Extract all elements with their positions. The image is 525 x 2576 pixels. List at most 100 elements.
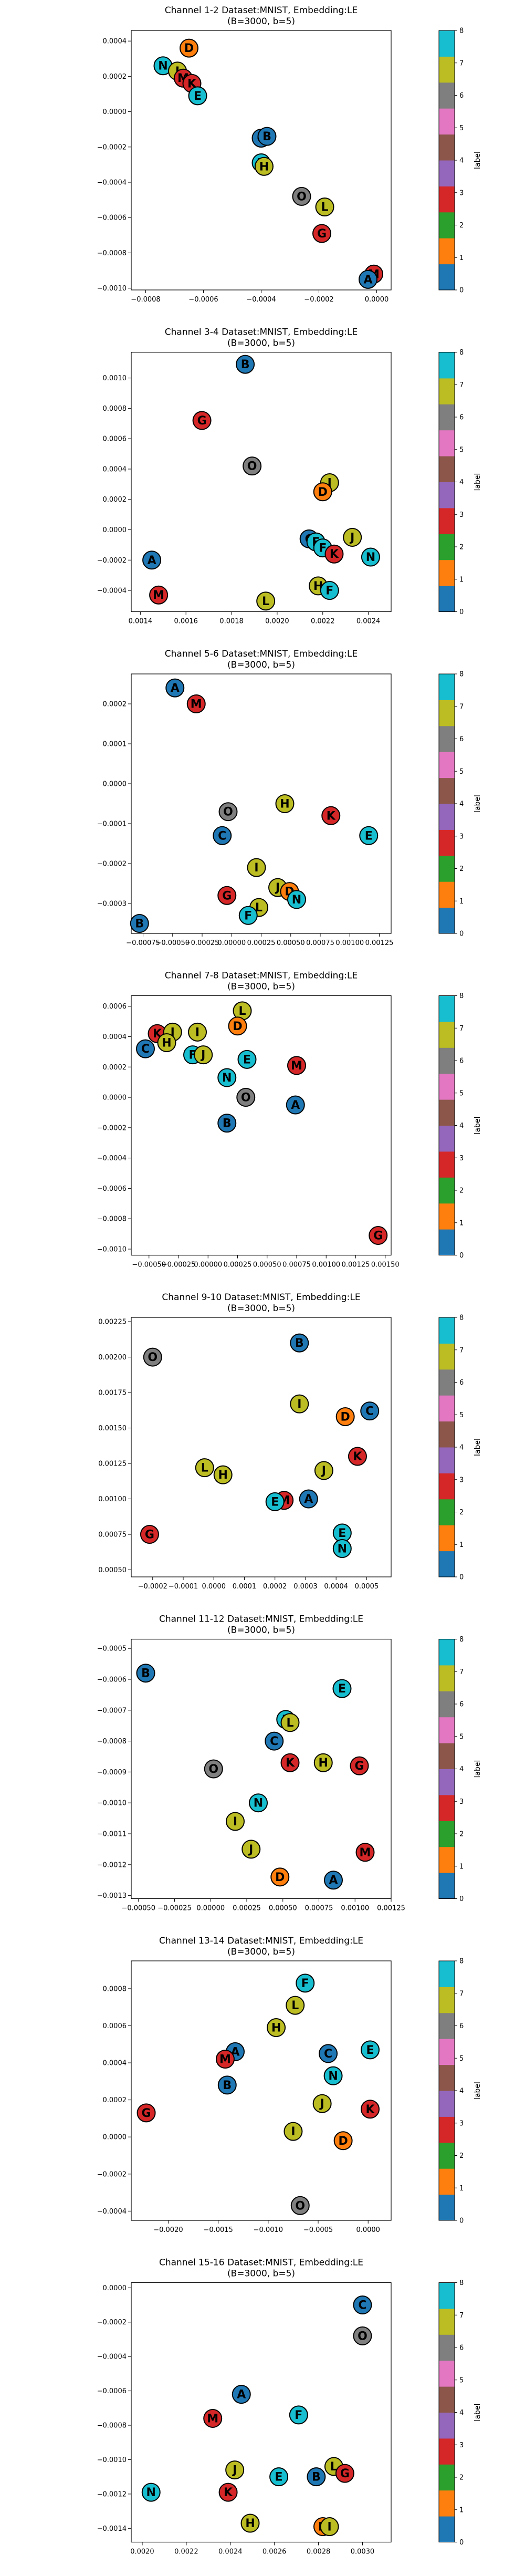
point-label: B [223,1117,232,1130]
point-marker [188,1022,207,1042]
point-marker [292,186,311,206]
colorbar-tick-label: 4 [459,1765,464,1773]
colorbar-tick-label: 0 [459,2217,464,2225]
point-marker [275,794,295,813]
chart-panel-3: Channel 5-6 Dataset:MNIST, Embedding:LE(… [97,649,482,947]
chart-title: Channel 3-4 Dataset:MNIST, Embedding:LE [165,327,358,338]
point-label: K [330,548,339,561]
chart-panel-4: Channel 7-8 Dataset:MNIST, Embedding:LE(… [97,971,482,1269]
x-tick-label: 0.00000 [194,1261,222,1269]
colorbar-tick-label: 6 [459,2344,464,2352]
colorbar-segment [439,1794,455,1821]
chart-panel-5: Channel 9-10 Dataset:MNIST, Embedding:LE… [98,1292,482,1591]
y-tick-label: 0.0006 [103,2022,127,2030]
point-label: A [148,554,156,567]
point-label: G [142,2107,151,2120]
x-tick-label: −0.00025 [185,939,219,947]
point-marker [270,1867,290,1887]
x-tick-label: −0.0005 [303,2226,333,2234]
y-tick-label: 0.0010 [103,375,127,382]
y-tick-label: −0.0004 [97,2208,127,2216]
point-marker [265,1731,284,1751]
point-marker [143,1347,162,1367]
point-marker [186,694,206,713]
point-marker [215,2050,235,2069]
x-tick-label: 0.0018 [219,618,244,626]
colorbar-segment [439,1743,455,1769]
colorbar-tick-label: 1 [459,2185,464,2193]
y-tick-label: −0.0013 [97,1892,127,1900]
point-label: L [201,1462,208,1475]
point-label: C [270,1735,278,1748]
colorbar: 0 1 2 3 4 5 6 7 8 label [438,671,482,938]
point-label: O [295,2199,305,2213]
point-label: I [291,2125,295,2138]
colorbar-segment [439,2091,455,2117]
y-tick-label: −0.0006 [97,1676,127,1684]
point-marker [195,1458,214,1478]
y-tick-label: −0.0010 [97,1245,127,1253]
chart-panel-6: Channel 11-12 Dataset:MNIST, Embedding:L… [97,1614,482,1913]
x-tick-label: −0.00050 [155,939,190,947]
colorbar-tick-label: 1 [459,898,464,906]
colorbar-tick-label: 3 [459,2442,464,2449]
point-label: O [148,1351,158,1364]
point-label: D [184,42,194,55]
x-tick-label: 0.0001 [233,1583,257,1591]
y-tick-label: 0.0008 [103,1985,127,1993]
colorbar-tick-label: 7 [459,1668,464,1676]
point-marker [218,802,238,822]
colorbar-tick-label: 5 [459,2055,464,2063]
x-tick-label: 0.00100 [341,1905,369,1913]
x-tick-label: 0.0004 [324,1583,348,1591]
x-tick-label: −0.0015 [203,2226,233,2234]
point-marker [312,2094,332,2113]
point-label: J [232,2464,237,2477]
colorbar-segment [439,1073,455,1100]
point-marker [243,456,262,476]
point-marker [218,2482,238,2502]
point-marker [203,2408,223,2428]
point-marker [256,591,276,611]
colorbar-segment [439,674,455,700]
colorbar-tick-label: 8 [459,1314,464,1322]
point-label: H [245,2517,255,2530]
point-marker [286,1095,305,1115]
x-tick-label: −0.0006 [188,296,218,304]
y-tick-label: −0.0010 [97,285,127,293]
colorbar-segment [439,2490,455,2517]
colorbar-segment [439,108,455,135]
y-tick-label: −0.0004 [97,2353,127,2361]
point-label: I [297,1398,301,1411]
chart-title: Channel 9-10 Dataset:MNIST, Embedding:LE [162,1292,360,1303]
y-tick-label: −0.0007 [97,1707,127,1715]
colorbar: 0 1 2 3 4 5 6 7 8 label [438,1314,482,1582]
colorbar-segment [439,559,455,586]
point-marker [225,2460,245,2480]
colorbar-segment [439,586,455,612]
point-label: G [145,1529,154,1542]
colorbar-segment [439,1639,455,1666]
colorbar-tick-label: 5 [459,1089,464,1097]
x-tick-label: 0.0022 [174,2548,198,2556]
point-marker [324,1871,343,1890]
point-label: B [223,2079,232,2092]
point-label: O [247,460,257,473]
colorbar-label: label [474,1117,482,1135]
point-marker [280,1753,300,1772]
colorbar-tick-label: 4 [459,1122,464,1130]
colorbar-segment [439,2194,455,2221]
x-tick-label: 0.0016 [174,618,198,626]
colorbar-segment [439,30,455,57]
point-label: D [318,486,328,499]
y-tick-label: −0.0011 [97,1831,127,1838]
point-marker [240,2513,260,2533]
colorbar: 0 1 2 3 4 5 6 7 8 label [438,2279,482,2547]
y-tick-label: −0.0004 [97,587,127,595]
point-label: N [366,551,375,564]
y-tick-label: −0.0002 [97,1124,127,1132]
point-marker [307,2467,326,2487]
plot-area [131,1317,392,1577]
point-label: A [237,2388,246,2402]
point-marker [312,224,331,243]
